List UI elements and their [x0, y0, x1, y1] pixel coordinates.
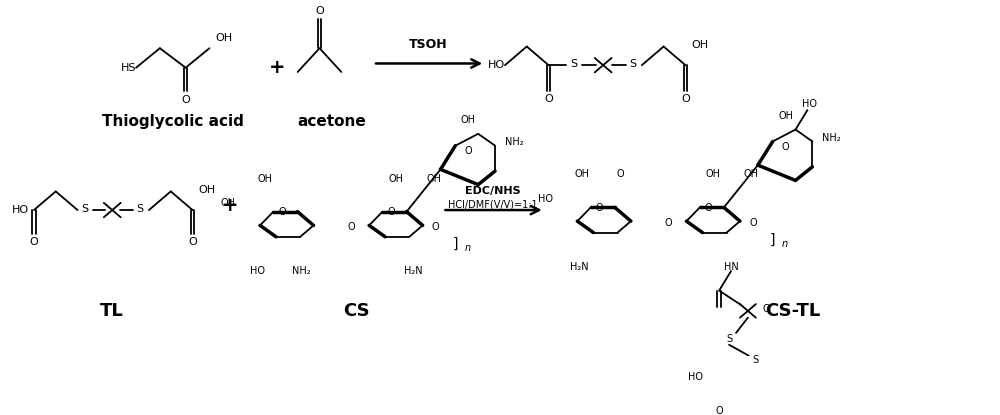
- Text: OH: OH: [575, 169, 590, 179]
- Text: NH₂: NH₂: [505, 137, 524, 147]
- Text: NH₂: NH₂: [292, 266, 310, 276]
- Text: acetone: acetone: [297, 114, 366, 129]
- Text: O: O: [616, 169, 624, 179]
- Text: CS: CS: [343, 302, 370, 320]
- Text: EDC/NHS: EDC/NHS: [465, 186, 521, 196]
- Text: O: O: [315, 6, 324, 16]
- Text: O: O: [544, 94, 553, 104]
- Text: OH: OH: [257, 174, 272, 184]
- Text: n: n: [464, 243, 470, 253]
- Text: S: S: [726, 334, 732, 344]
- Text: OH: OH: [426, 174, 441, 184]
- Text: TL: TL: [99, 302, 123, 320]
- Text: HO: HO: [488, 60, 505, 70]
- Text: H₂N: H₂N: [570, 262, 589, 272]
- Text: OH: OH: [706, 169, 721, 179]
- Text: Thioglycolic acid: Thioglycolic acid: [102, 114, 244, 129]
- Text: HS: HS: [121, 63, 136, 73]
- Text: O: O: [704, 203, 712, 212]
- Text: O: O: [387, 207, 395, 217]
- Text: +: +: [269, 58, 285, 77]
- Text: n: n: [782, 239, 788, 249]
- Text: OH: OH: [778, 111, 793, 121]
- Text: HO: HO: [250, 266, 265, 276]
- Text: ]: ]: [453, 237, 458, 251]
- Text: O: O: [30, 237, 38, 247]
- Text: O: O: [347, 222, 355, 232]
- Text: O: O: [681, 94, 690, 104]
- Text: ]: ]: [770, 233, 775, 247]
- Text: CS-TL: CS-TL: [765, 302, 820, 320]
- Text: O: O: [763, 304, 770, 314]
- Text: O: O: [749, 218, 757, 228]
- Text: S: S: [136, 204, 144, 214]
- Text: O: O: [432, 222, 439, 232]
- Text: O: O: [665, 218, 672, 228]
- Text: TSOH: TSOH: [409, 38, 448, 51]
- Text: OH: OH: [388, 174, 403, 184]
- Text: O: O: [278, 207, 286, 217]
- Text: +: +: [222, 196, 239, 215]
- Text: HCl/DMF(V/V)=1:1: HCl/DMF(V/V)=1:1: [448, 200, 538, 210]
- Text: HO: HO: [538, 194, 553, 204]
- Text: O: O: [464, 146, 472, 156]
- Text: S: S: [81, 204, 88, 214]
- Text: HN: HN: [724, 262, 738, 272]
- Text: S: S: [570, 59, 577, 69]
- Text: O: O: [782, 142, 789, 151]
- Text: HO: HO: [12, 205, 29, 215]
- Text: O: O: [715, 406, 723, 415]
- Text: O: O: [181, 95, 190, 105]
- Text: OH: OH: [220, 198, 235, 208]
- Text: HO: HO: [688, 372, 703, 382]
- Text: S: S: [753, 355, 759, 365]
- Text: OH: OH: [691, 40, 709, 50]
- Text: OH: OH: [743, 169, 758, 179]
- Text: HO: HO: [802, 99, 817, 109]
- Text: NH₂: NH₂: [822, 133, 841, 143]
- Text: OH: OH: [199, 185, 216, 195]
- Text: S: S: [629, 59, 636, 69]
- Text: OH: OH: [215, 33, 233, 43]
- Text: H₂N: H₂N: [404, 266, 423, 276]
- Text: O: O: [595, 203, 603, 212]
- Text: O: O: [188, 237, 197, 247]
- Text: OH: OH: [461, 115, 476, 125]
